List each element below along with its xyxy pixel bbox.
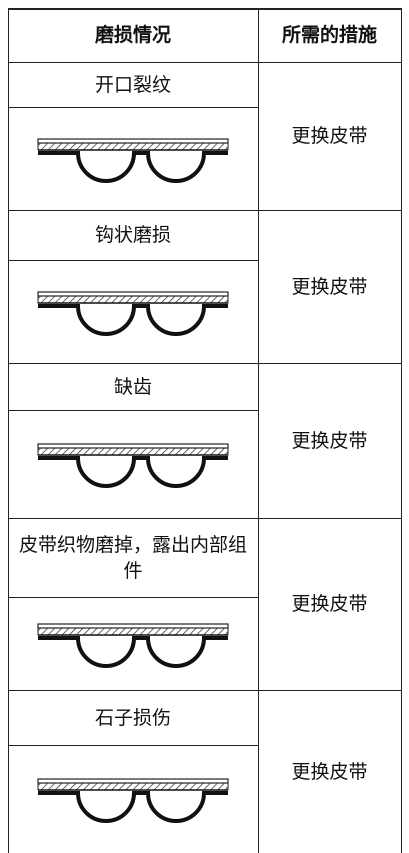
action-cell: 更换皮带 xyxy=(291,760,368,783)
belt-top xyxy=(37,137,229,144)
border xyxy=(8,745,258,746)
belt-top xyxy=(37,622,229,629)
condition-cell: 皮带织物磨掉，露出内部组件 xyxy=(18,533,247,582)
belt-illustration xyxy=(37,622,229,668)
belt-teeth xyxy=(38,791,228,823)
belt-hatch xyxy=(37,782,229,791)
border xyxy=(8,410,258,411)
border xyxy=(8,690,402,691)
border xyxy=(8,363,402,364)
action-cell: 更换皮带 xyxy=(291,429,368,452)
condition-cell: 钩状磨损 xyxy=(94,224,171,246)
condition-cell: 缺齿 xyxy=(113,375,152,398)
condition-cell: 开口裂纹 xyxy=(94,73,171,96)
belt-top xyxy=(37,443,229,449)
belt-hatch xyxy=(37,142,229,150)
border xyxy=(8,107,258,108)
border xyxy=(8,518,402,519)
belt-top xyxy=(37,290,229,297)
action-cell: 更换皮带 xyxy=(291,593,368,615)
action-cell: 更换皮带 xyxy=(291,125,368,147)
border xyxy=(8,260,258,261)
border xyxy=(401,8,402,853)
belt-top xyxy=(37,778,229,784)
belt-teeth xyxy=(38,456,228,488)
border xyxy=(8,210,402,211)
border xyxy=(8,597,258,598)
border xyxy=(8,8,402,10)
belt-teeth xyxy=(38,635,228,668)
header-cell: 所需的措施 xyxy=(281,24,377,46)
border xyxy=(8,8,9,853)
border xyxy=(8,62,402,63)
border xyxy=(258,8,259,853)
belt-illustration xyxy=(37,137,229,183)
belt-hatch xyxy=(37,295,229,303)
belt-hatch xyxy=(37,447,229,456)
header-cell: 磨损情况 xyxy=(94,24,171,46)
belt-illustration xyxy=(37,290,229,336)
belt-illustration xyxy=(37,443,229,488)
condition-cell: 石子损伤 xyxy=(94,706,171,729)
belt-teeth xyxy=(38,303,228,336)
action-cell: 更换皮带 xyxy=(291,275,368,298)
belt-illustration xyxy=(37,778,229,823)
belt-teeth xyxy=(38,150,228,183)
belt-hatch xyxy=(37,627,229,635)
